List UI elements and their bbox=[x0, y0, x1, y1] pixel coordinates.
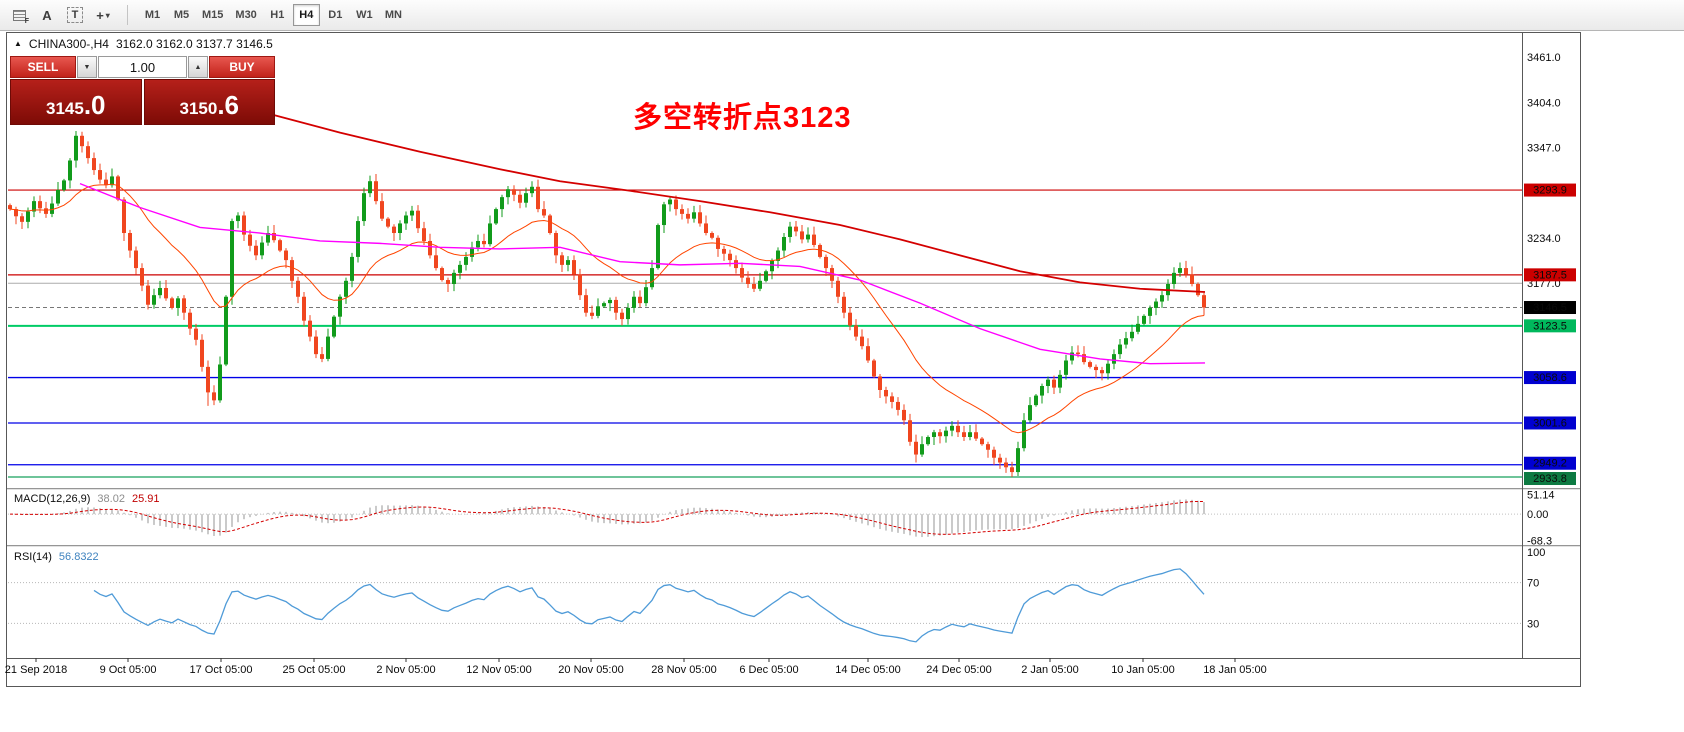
svg-text:0.00: 0.00 bbox=[1527, 509, 1548, 521]
grid-glyph-icon bbox=[12, 9, 26, 21]
timeframe-m5[interactable]: M5 bbox=[168, 4, 195, 26]
macd-value-main: 38.02 bbox=[97, 493, 125, 505]
svg-text:2949.2: 2949.2 bbox=[1533, 458, 1567, 470]
toolbar: F A T + ▾ M1 M5 M15 M30 H1 H4 D1 W1 MN bbox=[0, 0, 1684, 31]
timeframe-h1[interactable]: H1 bbox=[264, 4, 291, 26]
svg-text:17 Oct 05:00: 17 Oct 05:00 bbox=[190, 664, 253, 676]
svg-text:100: 100 bbox=[1527, 547, 1545, 559]
svg-text:3001.6: 3001.6 bbox=[1533, 417, 1567, 429]
svg-text:2933.8: 2933.8 bbox=[1533, 473, 1567, 485]
timeframe-h4[interactable]: H4 bbox=[292, 4, 320, 26]
svg-text:2 Nov 05:00: 2 Nov 05:00 bbox=[376, 664, 435, 676]
timeframe-mn[interactable]: MN bbox=[380, 4, 407, 26]
rsi-name: RSI(14) bbox=[14, 551, 52, 563]
timeframe-w1[interactable]: W1 bbox=[351, 4, 378, 26]
time-axis[interactable]: 21 Sep 2018 9 Oct 05:00 17 Oct 05:00 25 Oct… bbox=[5, 658, 1267, 676]
svg-text:24 Dec 05:00: 24 Dec 05:00 bbox=[926, 664, 991, 676]
svg-text:2 Jan 05:00: 2 Jan 05:00 bbox=[1021, 664, 1079, 676]
one-click-trading-panel: SELL ▼ ▲ BUY 3145 .0 3150 .6 bbox=[10, 56, 275, 125]
annotate-a-icon[interactable]: A bbox=[34, 3, 60, 27]
buy-price-pips: .6 bbox=[217, 90, 239, 120]
macd-name: MACD(12,26,9) bbox=[14, 493, 91, 505]
symbol-ohlc: 3162.0 3162.0 3137.7 3146.5 bbox=[115, 37, 273, 51]
ma-slow-line bbox=[267, 112, 1206, 293]
indicator-frame-icon[interactable]: F bbox=[6, 3, 32, 27]
crosshair-glyph: + bbox=[96, 7, 104, 23]
svg-text:3187.5: 3187.5 bbox=[1533, 269, 1567, 281]
timeframe-m1[interactable]: M1 bbox=[139, 4, 166, 26]
svg-text:12 Nov 05:00: 12 Nov 05:00 bbox=[466, 664, 531, 676]
trade-controls-row: SELL ▼ ▲ BUY bbox=[10, 56, 275, 78]
svg-text:3347.0: 3347.0 bbox=[1527, 143, 1561, 155]
rsi-label: RSI(14) 56.8322 bbox=[14, 551, 99, 563]
macd-label: MACD(12,26,9) 38.02 25.91 bbox=[14, 493, 159, 505]
frame-sub-letter: F bbox=[24, 18, 29, 25]
svg-text:3404.0: 3404.0 bbox=[1527, 97, 1561, 109]
rsi-pane: 100 70 30 bbox=[8, 547, 1545, 643]
svg-text:51.14: 51.14 bbox=[1527, 489, 1555, 501]
crosshair-icon[interactable]: + ▾ bbox=[90, 3, 116, 27]
price-axis[interactable]: 3461.03404.03347.03234.03177.03293.93187… bbox=[1524, 52, 1576, 486]
svg-text:-68.3: -68.3 bbox=[1527, 535, 1552, 547]
volume-input[interactable] bbox=[98, 56, 187, 78]
sell-price-display[interactable]: 3145 .0 bbox=[10, 79, 142, 125]
svg-text:18 Jan 05:00: 18 Jan 05:00 bbox=[1203, 664, 1267, 676]
buy-price-display[interactable]: 3150 .6 bbox=[143, 79, 275, 125]
svg-text:9 Oct 05:00: 9 Oct 05:00 bbox=[100, 664, 157, 676]
lot-increase-button[interactable]: ▲ bbox=[188, 56, 208, 78]
timeframe-m15[interactable]: M15 bbox=[197, 4, 228, 26]
svg-text:6 Dec 05:00: 6 Dec 05:00 bbox=[739, 664, 798, 676]
symbol-header: ▲ CHINA300-,H4 3162.0 3162.0 3137.7 3146… bbox=[14, 37, 273, 51]
timeframe-group: M1 M5 M15 M30 H1 H4 D1 W1 MN bbox=[139, 4, 407, 26]
svg-text:21 Sep 2018: 21 Sep 2018 bbox=[5, 664, 67, 676]
boxed-t-glyph: T bbox=[67, 7, 83, 23]
macd-value-signal: 25.91 bbox=[131, 493, 160, 505]
buy-price-main: 3150 bbox=[179, 99, 218, 118]
macd-pane: 51.14 0.00 -68.3 bbox=[8, 489, 1555, 547]
svg-text:20 Nov 05:00: 20 Nov 05:00 bbox=[558, 664, 623, 676]
svg-text:28 Nov 05:00: 28 Nov 05:00 bbox=[651, 664, 716, 676]
ma-fast-line bbox=[9, 183, 1205, 434]
symbol-title: CHINA300-,H4 bbox=[28, 37, 109, 51]
svg-text:10 Jan 05:00: 10 Jan 05:00 bbox=[1111, 664, 1175, 676]
candlestick-series bbox=[8, 131, 1206, 477]
sell-price-pips: .0 bbox=[83, 90, 106, 120]
buy-button[interactable]: BUY bbox=[209, 56, 275, 78]
svg-text:3146.5: 3146.5 bbox=[1533, 302, 1567, 314]
svg-text:3123.5: 3123.5 bbox=[1533, 320, 1567, 332]
chevron-down-icon: ▾ bbox=[105, 10, 110, 20]
chart-marker-icon: ▲ bbox=[14, 39, 22, 48]
ma-medium-line bbox=[79, 182, 1206, 365]
rsi-value: 56.8322 bbox=[58, 551, 99, 563]
toolbar-separator bbox=[127, 5, 128, 25]
svg-text:14 Dec 05:00: 14 Dec 05:00 bbox=[835, 664, 900, 676]
trade-prices-row: 3145 .0 3150 .6 bbox=[10, 79, 275, 125]
svg-text:25 Oct 05:00: 25 Oct 05:00 bbox=[283, 664, 346, 676]
timeframe-d1[interactable]: D1 bbox=[322, 4, 349, 26]
sell-price-main: 3145 bbox=[45, 99, 84, 118]
timeframe-m30[interactable]: M30 bbox=[230, 4, 261, 26]
svg-text:70: 70 bbox=[1527, 578, 1539, 590]
svg-text:3461.0: 3461.0 bbox=[1527, 52, 1561, 64]
svg-text:30: 30 bbox=[1527, 618, 1539, 630]
chart-annotation[interactable]: 多空转折点3123 bbox=[633, 102, 852, 134]
svg-text:3234.0: 3234.0 bbox=[1527, 233, 1561, 245]
svg-text:3293.9: 3293.9 bbox=[1533, 185, 1567, 197]
lot-decrease-button[interactable]: ▼ bbox=[77, 56, 97, 78]
text-label-icon[interactable]: T bbox=[62, 3, 88, 27]
svg-text:3058.6: 3058.6 bbox=[1533, 372, 1567, 384]
sell-button[interactable]: SELL bbox=[10, 56, 76, 78]
